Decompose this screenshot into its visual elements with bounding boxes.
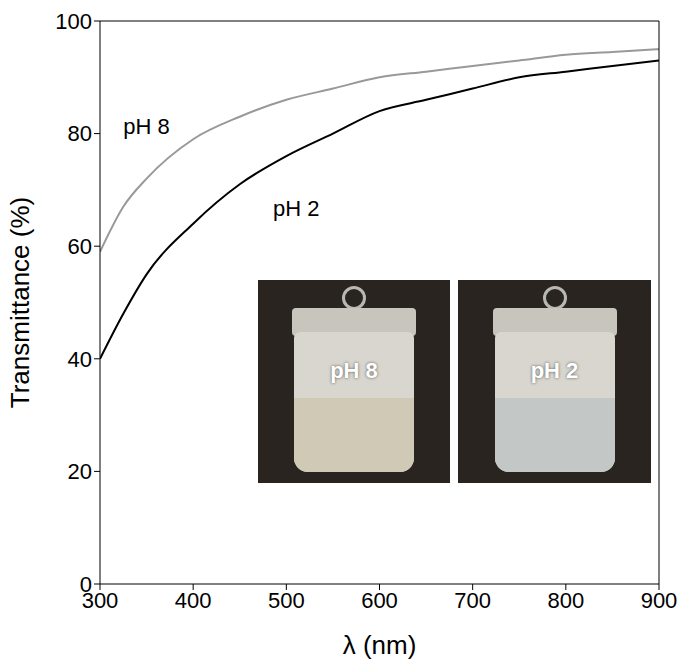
svg-text:400: 400 — [175, 588, 212, 613]
svg-text:600: 600 — [361, 588, 398, 613]
svg-text:700: 700 — [454, 588, 491, 613]
svg-text:500: 500 — [268, 588, 305, 613]
svg-text:800: 800 — [547, 588, 584, 613]
svg-text:300: 300 — [81, 587, 119, 613]
svg-text:60: 60 — [68, 234, 92, 259]
svg-text:20: 20 — [68, 459, 92, 484]
svg-text:Transmittance (%): Transmittance (%) — [5, 197, 35, 408]
svg-text:pH 8: pH 8 — [123, 114, 169, 139]
svg-text:900: 900 — [641, 588, 678, 613]
svg-text:λ (nm): λ (nm) — [343, 630, 417, 660]
html-text:pH 2: pH 2 — [530, 358, 579, 383]
svg-text:pH 2: pH 2 — [273, 196, 319, 221]
html-text:pH 8: pH 8 — [330, 358, 378, 383]
svg-text:0: 0 — [80, 572, 92, 597]
svg-text:80: 80 — [68, 121, 92, 146]
svg-text:40: 40 — [68, 347, 92, 372]
svg-text:100: 100 — [55, 9, 92, 34]
